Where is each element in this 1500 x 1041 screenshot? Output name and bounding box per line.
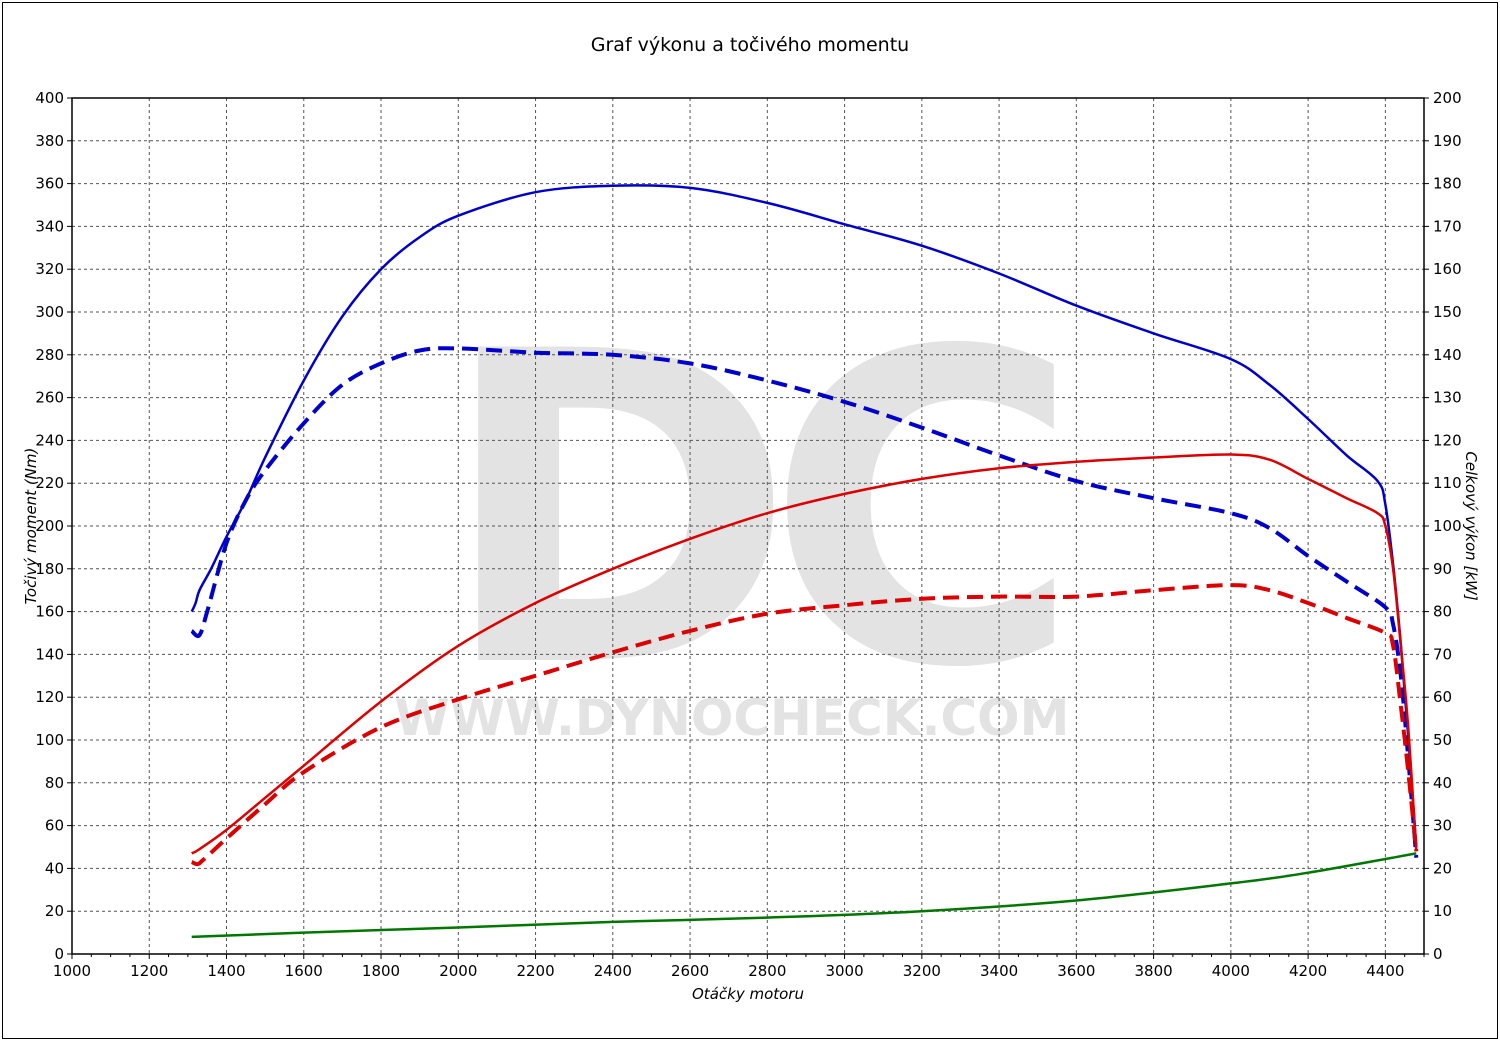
y-tick-label: 120 — [35, 688, 64, 706]
y-tick-label: 40 — [45, 859, 64, 877]
x-tick-label: 2600 — [671, 962, 709, 980]
y2-tick-label: 80 — [1433, 603, 1452, 621]
x-tick-label: 2000 — [439, 962, 477, 980]
y2-tick-label: 90 — [1433, 560, 1452, 578]
y2-tick-label: 40 — [1433, 774, 1452, 792]
series-power-tuned — [191, 453, 1418, 855]
x-tick-label: 1800 — [362, 962, 400, 980]
y2-tick-label: 160 — [1433, 260, 1462, 278]
x-axis-label: Otáčky motoru — [692, 985, 804, 1003]
y-tick-label: 140 — [35, 645, 64, 663]
y-axis-ticks: 0 20 40 60 80 100 120 140 160 180 200 220 240 260 280 3… — [35, 89, 72, 963]
y-tick-label: 0 — [54, 945, 64, 963]
y2-tick-label: 0 — [1433, 945, 1443, 963]
x-tick-label: 3400 — [980, 962, 1018, 980]
watermark-url: WWW.DYNOCHECK.COM — [395, 689, 1070, 747]
x-tick-label: 2800 — [748, 962, 786, 980]
y-tick-label: 60 — [45, 817, 64, 835]
y-axis-label: Točivý moment (Nm) — [22, 448, 40, 605]
y2-tick-label: 70 — [1433, 645, 1452, 663]
x-tick-label: 2400 — [594, 962, 632, 980]
x-tick-label: 3200 — [903, 962, 941, 980]
y2-tick-label: 110 — [1433, 474, 1462, 492]
y-tick-label: 100 — [35, 731, 64, 749]
x-tick-label: 2200 — [516, 962, 554, 980]
series-torque-stock — [190, 346, 1419, 858]
y2-tick-label: 180 — [1433, 175, 1462, 193]
watermark-logo: DC — [439, 262, 1055, 762]
x-tick-label: 1400 — [207, 962, 245, 980]
y-tick-label: 160 — [35, 603, 64, 621]
y2-tick-label: 170 — [1433, 217, 1462, 235]
series-lines — [190, 184, 1419, 939]
y2-tick-label: 120 — [1433, 431, 1462, 449]
y-tick-label: 260 — [35, 389, 64, 407]
y-tick-label: 200 — [35, 517, 64, 535]
y-tick-label: 240 — [35, 431, 64, 449]
x-tick-label: 3800 — [1135, 962, 1173, 980]
y2-tick-label: 60 — [1433, 688, 1452, 706]
x-tick-label: 1600 — [285, 962, 323, 980]
y2-tick-label: 140 — [1433, 346, 1462, 364]
y2-tick-label: 130 — [1433, 389, 1462, 407]
y-tick-label: 80 — [45, 774, 64, 792]
y-tick-label: 300 — [35, 303, 64, 321]
y2-tick-label: 10 — [1433, 902, 1452, 920]
y2-tick-label: 20 — [1433, 859, 1452, 877]
dynocheck-watermark: DC WWW.DYNOCHECK.COM — [395, 262, 1085, 762]
y-tick-label: 180 — [35, 560, 64, 578]
x-tick-label: 4200 — [1289, 962, 1327, 980]
chart-title: Graf výkonu a točivého momentu — [590, 34, 910, 56]
y2-tick-label: 200 — [1433, 89, 1462, 107]
series-power-stock — [190, 583, 1419, 867]
y-tick-label: 400 — [35, 89, 64, 107]
y2-tick-label: 50 — [1433, 731, 1452, 749]
series-torque-tuned — [190, 184, 1418, 848]
y2-tick-label: 30 — [1433, 817, 1452, 835]
y-tick-label: 280 — [35, 346, 64, 364]
y2-axis-label: Celkový výkon [kW] — [1462, 451, 1480, 601]
series-power-loss — [191, 852, 1417, 939]
x-tick-label: 1200 — [130, 962, 168, 980]
y2-tick-label: 150 — [1433, 303, 1462, 321]
x-axis-ticks: 1000 1200 1400 1600 1800 2000 2200 2400 2600 2800… — [53, 954, 1425, 980]
y-tick-label: 320 — [35, 260, 64, 278]
y-tick-label: 380 — [35, 132, 64, 150]
y-tick-label: 340 — [35, 217, 64, 235]
y-tick-label: 20 — [45, 902, 64, 920]
y-tick-label: 220 — [35, 474, 64, 492]
y2-tick-label: 190 — [1433, 132, 1462, 150]
y2-tick-label: 100 — [1433, 517, 1462, 535]
y2-axis-ticks: 0 10 20 30 40 50 60 70 80 90 100 110 120 130 140 150 160… — [1424, 89, 1462, 963]
x-tick-label: 3000 — [825, 962, 863, 980]
x-tick-label: 4400 — [1366, 962, 1404, 980]
y-tick-label: 360 — [35, 175, 64, 193]
x-tick-label: 3600 — [1057, 962, 1095, 980]
x-tick-label: 4000 — [1212, 962, 1250, 980]
x-tick-label: 1000 — [53, 962, 91, 980]
